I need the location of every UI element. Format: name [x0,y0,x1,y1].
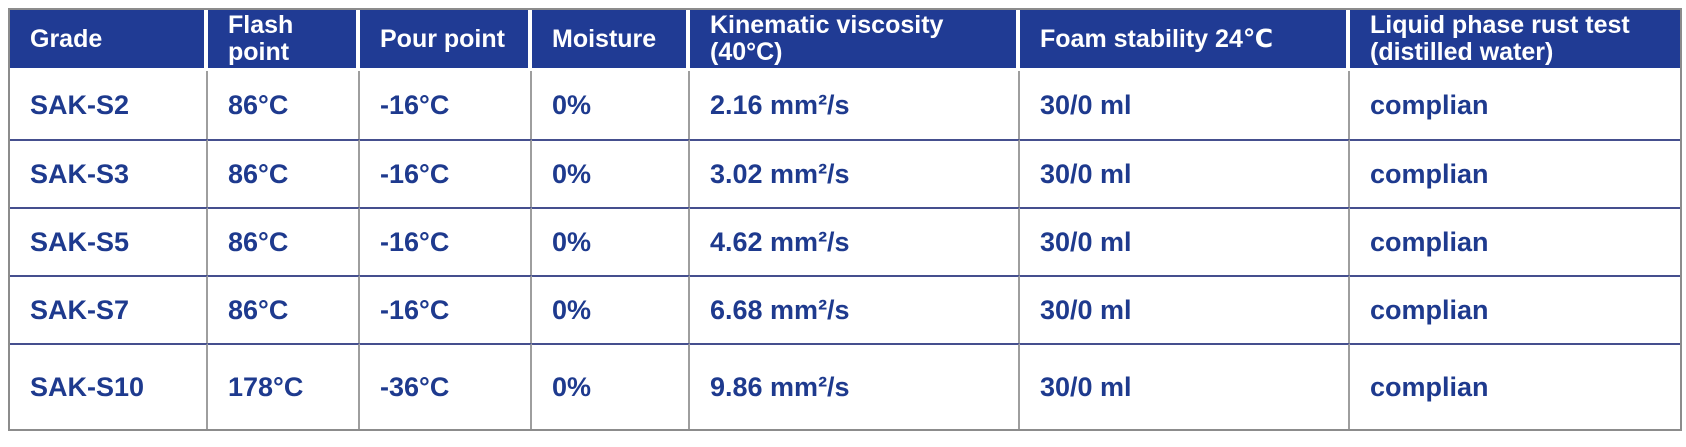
cell-foam-stability: 30/0 ml [1020,207,1350,275]
cell-grade: SAK-S2 [10,71,208,139]
col-header-label: Kinematic viscosity (40°C) [710,11,944,66]
table-row: SAK-S10 178°C -36°C 0% 9.86 mm²/s 30/0 m… [10,343,1680,429]
cell-kinematic-viscosity: 4.62 mm²/s [690,207,1020,275]
cell-moisture: 0% [532,139,690,207]
cell-grade: SAK-S3 [10,139,208,207]
cell-pour-point: -16°C [360,275,532,343]
table-row: SAK-S7 86°C -16°C 0% 6.68 mm²/s 30/0 ml … [10,275,1680,343]
table-header: Grade Flash point Pour point Moisture Ki… [10,10,1680,71]
col-header-pour-point: Pour point [360,10,532,71]
col-header-label: Flash point [228,11,294,66]
cell-pour-point: -36°C [360,343,532,429]
cell-moisture: 0% [532,207,690,275]
cell-rust-test: complian [1350,139,1680,207]
table-row: SAK-S2 86°C -16°C 0% 2.16 mm²/s 30/0 ml … [10,71,1680,139]
cell-pour-point: -16°C [360,71,532,139]
col-header-label: Liquid phase rust test (distilled water) [1370,11,1630,66]
cell-kinematic-viscosity: 6.68 mm²/s [690,275,1020,343]
cell-grade: SAK-S7 [10,275,208,343]
cell-kinematic-viscosity: 2.16 mm²/s [690,71,1020,139]
col-header-flash-point: Flash point [208,10,360,71]
cell-flash-point: 86°C [208,275,360,343]
cell-pour-point: -16°C [360,139,532,207]
cell-rust-test: complian [1350,207,1680,275]
col-header-foam-stability: Foam stability 24℃ [1020,10,1350,71]
cell-kinematic-viscosity: 3.02 mm²/s [690,139,1020,207]
col-header-rust-test: Liquid phase rust test (distilled water) [1350,10,1680,71]
cell-rust-test: complian [1350,343,1680,429]
table-row: SAK-S3 86°C -16°C 0% 3.02 mm²/s 30/0 ml … [10,139,1680,207]
col-header-moisture: Moisture [532,10,690,71]
table-row: SAK-S5 86°C -16°C 0% 4.62 mm²/s 30/0 ml … [10,207,1680,275]
col-header-label: Grade [30,24,103,53]
col-header-label: Foam stability 24℃ [1040,24,1274,53]
cell-flash-point: 86°C [208,71,360,139]
cell-moisture: 0% [532,343,690,429]
header-row: Grade Flash point Pour point Moisture Ki… [10,10,1680,71]
col-header-kinematic-viscosity: Kinematic viscosity (40°C) [690,10,1020,71]
cell-foam-stability: 30/0 ml [1020,275,1350,343]
col-header-grade: Grade [10,10,208,71]
cell-foam-stability: 30/0 ml [1020,71,1350,139]
cell-rust-test: complian [1350,275,1680,343]
cell-flash-point: 86°C [208,139,360,207]
cell-grade: SAK-S5 [10,207,208,275]
cell-rust-test: complian [1350,71,1680,139]
col-header-label: Moisture [552,24,657,53]
oil-grade-spec-table: Grade Flash point Pour point Moisture Ki… [8,8,1682,431]
col-header-label: Pour point [380,24,505,53]
cell-flash-point: 178°C [208,343,360,429]
cell-flash-point: 86°C [208,207,360,275]
cell-moisture: 0% [532,275,690,343]
cell-grade: SAK-S10 [10,343,208,429]
cell-moisture: 0% [532,71,690,139]
cell-foam-stability: 30/0 ml [1020,139,1350,207]
cell-kinematic-viscosity: 9.86 mm²/s [690,343,1020,429]
cell-foam-stability: 30/0 ml [1020,343,1350,429]
cell-pour-point: -16°C [360,207,532,275]
table-body: SAK-S2 86°C -16°C 0% 2.16 mm²/s 30/0 ml … [10,71,1680,429]
